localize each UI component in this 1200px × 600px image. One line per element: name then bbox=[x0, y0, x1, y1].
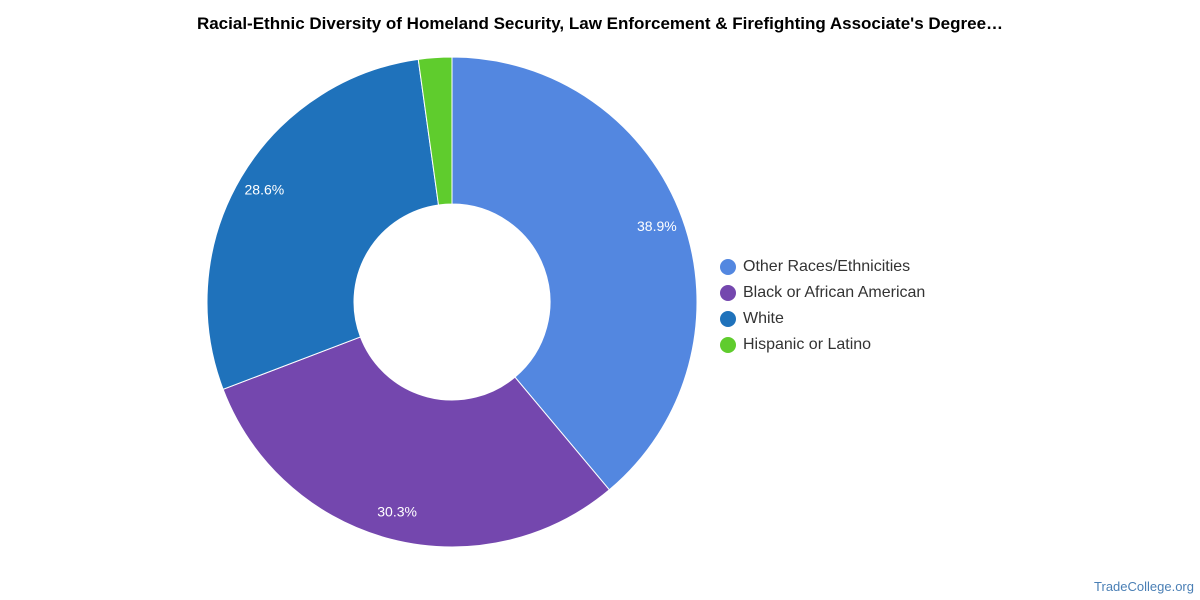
chart-legend: Other Races/Ethnicities Black or African … bbox=[720, 254, 925, 358]
legend-label: White bbox=[743, 310, 784, 327]
legend-swatch bbox=[720, 311, 736, 327]
legend-swatch bbox=[720, 285, 736, 301]
slice-hispanic-or-latino[interactable] bbox=[417, 56, 453, 206]
slice-value-label: 30.3% bbox=[377, 504, 417, 520]
chart-title: Racial-Ethnic Diversity of Homeland Secu… bbox=[196, 14, 1004, 33]
legend-swatch bbox=[720, 337, 736, 353]
legend-label: Black or African American bbox=[743, 284, 926, 301]
slice-white[interactable] bbox=[206, 58, 440, 390]
slice-value-label: 38.9% bbox=[637, 218, 677, 234]
legend-swatch bbox=[720, 259, 736, 275]
slice-value-label: 28.6% bbox=[245, 182, 285, 198]
watermark: TradeCollege.org bbox=[1094, 579, 1194, 594]
legend-item[interactable]: Black or African American bbox=[720, 280, 925, 306]
slice-black-or-african-american[interactable] bbox=[222, 336, 611, 548]
donut-slice-labels: 38.9% 30.3% 28.6% bbox=[245, 182, 677, 520]
legend-item[interactable]: Hispanic or Latino bbox=[720, 332, 925, 358]
legend-label: Other Races/Ethnicities bbox=[743, 258, 911, 275]
donut-slices bbox=[206, 56, 698, 548]
legend-label: Hispanic or Latino bbox=[743, 336, 872, 353]
legend-item[interactable]: Other Races/Ethnicities bbox=[720, 254, 925, 280]
legend-item[interactable]: White bbox=[720, 306, 925, 332]
slice-other-races-ethnicities[interactable] bbox=[451, 56, 698, 491]
